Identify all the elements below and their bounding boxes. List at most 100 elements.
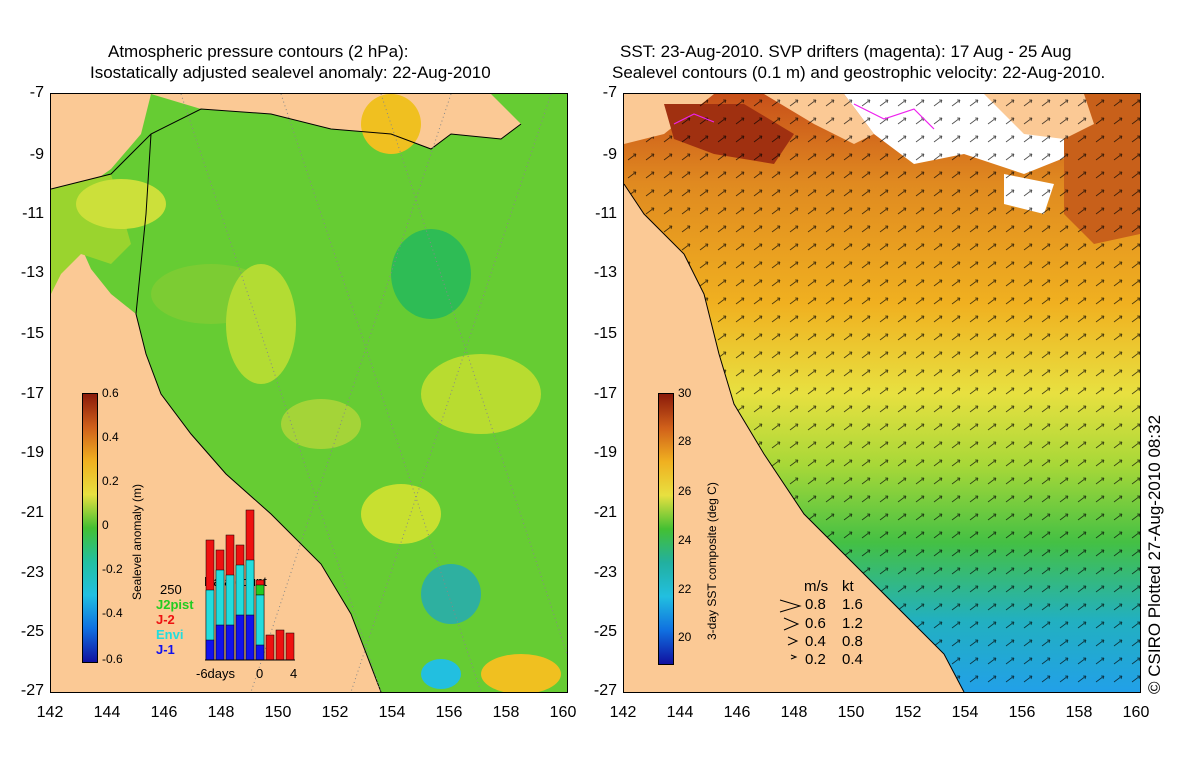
right-x-tick: 160: [1122, 704, 1150, 721]
left-x-tick: 144: [93, 704, 121, 721]
right-y-tick: -7: [602, 84, 617, 101]
left-y-tick: -25: [20, 623, 44, 640]
hist-bar: [235, 614, 245, 661]
left-x-tick: 146: [150, 704, 178, 721]
right-x-tick: 154: [951, 704, 979, 721]
hist-bar: [245, 614, 255, 661]
sealevel-colorbar-tick: -0.2: [102, 562, 123, 576]
legend-envi: Envi: [156, 627, 184, 642]
velocity-legend-arrows: [779, 599, 802, 660]
sealevel-anomaly-map: [51, 94, 567, 692]
left-x-tick: 152: [321, 704, 349, 721]
right-x-tick: 150: [837, 704, 865, 721]
hist-bar: [275, 629, 285, 661]
right-y-tick: -15: [593, 325, 617, 342]
sealevel-colorbar-label: Sealevel anomaly (m): [130, 483, 144, 600]
right-y-tick: -23: [593, 564, 617, 581]
sst-colorbar-tick: 22: [678, 582, 692, 596]
right-x-tick: 152: [894, 704, 922, 721]
arrow-icon: [783, 617, 800, 631]
left-x-tick: 148: [207, 704, 235, 721]
velocity-legend-ms: 0.2: [805, 651, 826, 668]
hist-x-label: 4: [290, 666, 298, 681]
left-title-line2: Isostatically adjusted sealevel anomaly:…: [90, 63, 491, 82]
right-title-line1: SST: 23-Aug-2010. SVP drifters (magenta)…: [620, 42, 1072, 61]
sst-colorbar-tick: 30: [678, 386, 692, 400]
sealevel-colorbar: [82, 393, 98, 663]
sst-map: [624, 94, 1140, 692]
right-x-tick: 156: [1008, 704, 1036, 721]
left-y-tick: -7: [29, 84, 44, 101]
sealevel-colorbar-tick: 0.4: [102, 430, 119, 444]
right-x-tick: 142: [609, 704, 637, 721]
velocity-legend-ms: 0.4: [805, 633, 826, 650]
sst-colorbar-tick: 26: [678, 484, 692, 498]
left-y-tick: -9: [29, 146, 44, 163]
hist-x-label: -6days: [196, 666, 236, 681]
sst-colorbar-label: 3-day SST composite (deg C): [705, 482, 719, 640]
velocity-legend-ms: 0.6: [805, 615, 826, 632]
velocity-legend-kt: 0.4: [842, 651, 863, 668]
left-x-tick: 142: [36, 704, 64, 721]
right-y-tick: -11: [595, 205, 617, 222]
left-title-line1: Atmospheric pressure contours (2 hPa):: [108, 42, 409, 61]
data-count-max: 250: [160, 582, 182, 597]
left-x-tick: 150: [264, 704, 292, 721]
sst-colorbar: [658, 393, 674, 665]
right-y-tick: -21: [593, 504, 617, 521]
left-map[interactable]: [50, 93, 568, 693]
right-map[interactable]: [623, 93, 1141, 693]
left-x-tick: 160: [549, 704, 577, 721]
right-x-tick: 148: [780, 704, 808, 721]
right-y-tick: -27: [593, 682, 617, 699]
right-x-tick: 146: [723, 704, 751, 721]
sst-colorbar-tick: 24: [678, 533, 692, 547]
hist-bar: [215, 624, 225, 661]
hist-x-label: 0: [256, 666, 264, 681]
hist-bar: [255, 644, 265, 661]
right-y-tick: -25: [593, 623, 617, 640]
left-y-tick: -17: [20, 385, 44, 402]
legend-j2pist: J2pist: [156, 597, 194, 612]
sealevel-colorbar-tick: 0.2: [102, 474, 119, 488]
left-y-tick: -15: [20, 325, 44, 342]
right-y-tick: -13: [593, 264, 617, 281]
velocity-legend-ms-header: m/s: [804, 578, 829, 595]
arrow-icon: [787, 636, 799, 646]
hist-bar: [205, 639, 215, 661]
sealevel-colorbar-tick: 0.6: [102, 386, 119, 400]
left-x-tick: 158: [492, 704, 520, 721]
sealevel-colorbar-tick: -0.4: [102, 606, 123, 620]
arrow-icon: [790, 654, 798, 660]
right-y-tick: -19: [593, 444, 617, 461]
arrow-icon: [779, 599, 802, 613]
hist-bar: [255, 584, 265, 596]
left-x-tick: 156: [435, 704, 463, 721]
data-count-histogram: [205, 509, 295, 661]
velocity-legend-kt: 0.8: [842, 633, 863, 650]
legend-j2: J-2: [156, 612, 175, 627]
credit-text: © CSIRO Plotted 27-Aug-2010 08:32: [1145, 414, 1164, 694]
left-y-tick: -11: [22, 205, 44, 222]
hist-bar: [265, 634, 275, 661]
right-x-tick: 144: [666, 704, 694, 721]
sst-colorbar-tick: 28: [678, 434, 692, 448]
left-y-tick: -27: [20, 682, 44, 699]
left-y-tick: -19: [20, 444, 44, 461]
left-y-tick: -13: [20, 264, 44, 281]
right-title-line2: Sealevel contours (0.1 m) and geostrophi…: [612, 63, 1106, 82]
right-y-tick: -9: [602, 146, 617, 163]
velocity-legend-kt: 1.6: [842, 596, 863, 613]
velocity-legend-kt: 1.2: [842, 615, 863, 632]
right-y-tick: -17: [593, 385, 617, 402]
hist-bar: [285, 632, 295, 661]
right-x-tick: 158: [1065, 704, 1093, 721]
left-y-tick: -23: [20, 564, 44, 581]
legend-j1: J-1: [156, 642, 175, 657]
sst-colorbar-tick: 20: [678, 630, 692, 644]
sealevel-colorbar-tick: -0.6: [102, 652, 123, 666]
left-y-tick: -21: [20, 504, 44, 521]
left-x-tick: 154: [378, 704, 406, 721]
hist-bar: [225, 624, 235, 661]
sealevel-colorbar-tick: 0: [102, 518, 109, 532]
